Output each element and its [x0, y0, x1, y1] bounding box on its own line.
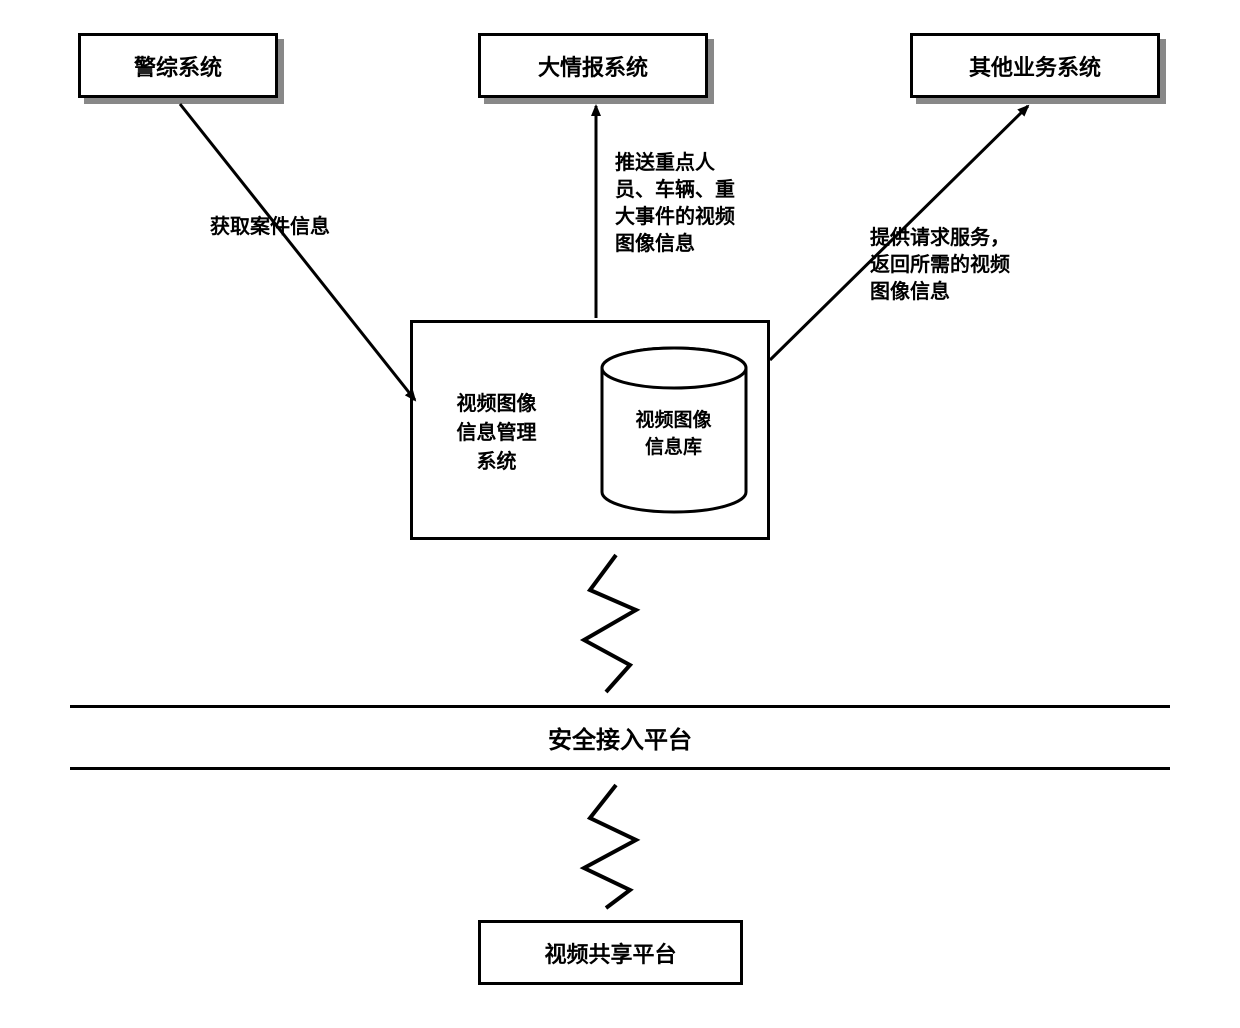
zigzag-lower: [584, 785, 636, 908]
police-system-box: 警综系统: [78, 33, 278, 98]
edge-label-left: 获取案件信息: [210, 210, 330, 239]
arrow-left: [180, 104, 415, 400]
edge-label-right: 提供请求服务， 返回所需的视频 图像信息: [870, 225, 1010, 306]
secure-access-platform-label: 安全接入平台: [548, 720, 692, 755]
edge-label-center: 推送重点人 员、车辆、重 大事件的视频 图像信息: [615, 150, 735, 258]
other-business-system-label: 其他业务系统: [969, 50, 1101, 82]
video-image-db-label: 视频图像 信息库: [594, 405, 754, 459]
other-business-system-box: 其他业务系统: [910, 33, 1160, 98]
video-sharing-platform-label: 视频共享平台: [544, 937, 676, 969]
video-sharing-platform-box: 视频共享平台: [478, 920, 743, 985]
intelligence-system-box: 大情报系统: [478, 33, 708, 98]
video-image-db-cylinder: 视频图像 信息库: [594, 340, 754, 520]
zigzag-upper: [584, 555, 636, 692]
intelligence-system-label: 大情报系统: [538, 50, 648, 82]
video-image-mgmt-container: 视频图像 信息管理 系统 视频图像 信息库: [410, 320, 770, 540]
video-image-mgmt-system-label: 视频图像 信息管理 系统: [427, 387, 567, 474]
police-system-label: 警综系统: [134, 50, 222, 82]
secure-access-platform-bar: 安全接入平台: [70, 705, 1170, 770]
